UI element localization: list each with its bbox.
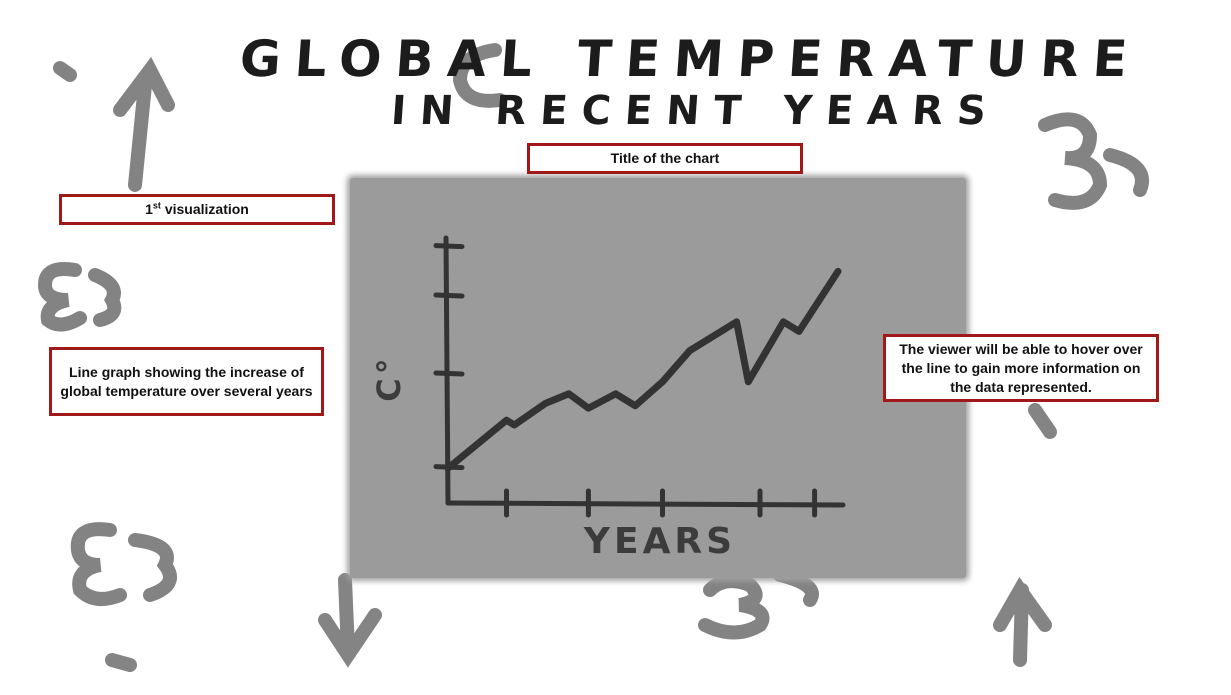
doodle-three-icon — [1038, 112, 1108, 210]
callout-line-graph-text: Line graph showing the increase of globa… — [60, 363, 313, 399]
y-axis-label: C° — [370, 354, 408, 401]
y-axis — [443, 235, 451, 506]
series-line[interactable] — [444, 267, 842, 472]
doodle-up-arrow-bottom-icon — [993, 577, 1052, 667]
callout-line-graph-note: Line graph showing the increase of globa… — [49, 347, 324, 416]
doodle-down-arrow-icon — [318, 573, 382, 668]
y-tick — [433, 370, 465, 377]
doodle-up-arrow-icon — [113, 56, 175, 192]
callout-title-of-chart: Title of the chart — [527, 143, 803, 174]
x-axis-label: YEARS — [583, 521, 736, 562]
sketch-line-chart[interactable]: YEARS C° — [350, 178, 966, 578]
chart-heading-line-2: IN RECENT YEARS — [389, 88, 1002, 134]
chart-heading-line-1: GLOBAL TEMPERATURE — [237, 30, 1144, 88]
callout-hover-note: The viewer will be able to hover over th… — [883, 334, 1159, 402]
doodle-epsilon-bottom-icon — [70, 522, 127, 606]
callout-vis-text: 1st visualization — [145, 200, 249, 217]
callout-title-text: Title of the chart — [610, 150, 720, 166]
doodle-three-bottom-icon — [698, 574, 770, 640]
y-tick — [433, 243, 465, 250]
callout-hover-text: The viewer will be able to hover over th… — [899, 340, 1143, 395]
callout-first-visualization: 1st visualization — [59, 194, 335, 225]
x-axis — [445, 500, 846, 508]
doodle-epsilon-icon — [37, 262, 87, 332]
y-tick — [433, 292, 465, 299]
